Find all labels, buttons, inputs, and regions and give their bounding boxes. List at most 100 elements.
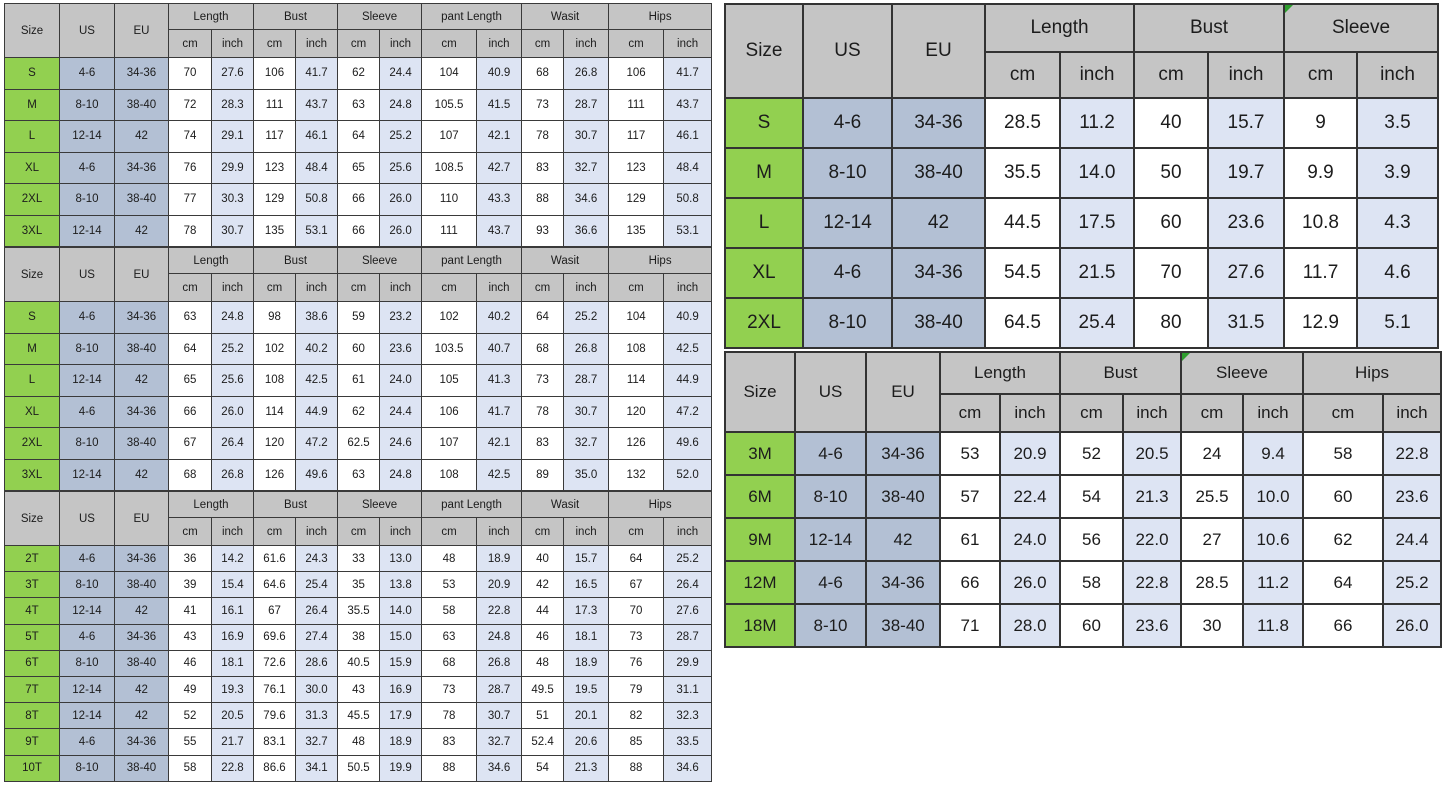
value-cell-inch: 20.5	[211, 702, 254, 730]
value-cell-cm: 70	[168, 57, 212, 90]
size-cell: M	[4, 332, 60, 365]
us-cell: 4-6	[59, 151, 115, 184]
value-cell-inch: 44.9	[663, 364, 713, 397]
unit-header-cm: cm	[337, 273, 381, 302]
value-cell-cm: 62	[337, 57, 381, 90]
value-cell-cm: 117	[253, 120, 296, 153]
size-cell: S	[4, 57, 60, 90]
value-cell-inch: 24.8	[476, 623, 523, 651]
value-cell-inch: 11.8	[1241, 603, 1305, 648]
value-cell-cm: 66	[337, 183, 381, 216]
col-group-header: Hips	[608, 247, 713, 274]
col-group-label: Sleeve	[1331, 17, 1391, 38]
value-cell-cm: 78	[168, 214, 212, 247]
value-cell-cm: 51	[521, 702, 565, 730]
eu-cell: 34-36	[114, 623, 169, 651]
value-cell-inch: 32.7	[476, 728, 523, 756]
col-group-label: Length	[1030, 17, 1089, 38]
value-cell-inch: 21.7	[211, 728, 254, 756]
value-cell-inch: 3.9	[1355, 147, 1440, 199]
value-cell-inch: 38.6	[294, 301, 339, 334]
value-cell-inch: 5.1	[1355, 297, 1440, 349]
value-cell-inch: 19.7	[1207, 147, 1285, 199]
value-cell-inch: 28.7	[563, 364, 610, 397]
value-cell-inch: 16.1	[211, 597, 254, 625]
col-group-label: Length	[193, 498, 229, 511]
value-cell-cm: 44.5	[984, 197, 1061, 249]
col-group-label: Sleeve	[361, 10, 398, 23]
eu-cell: 38-40	[114, 754, 169, 782]
value-cell-cm: 83	[421, 728, 478, 756]
eu-cell: 34-36	[114, 728, 169, 756]
col-header-size: Size	[4, 491, 60, 546]
value-cell-cm: 62	[337, 395, 381, 428]
value-cell-cm: 135	[608, 214, 665, 247]
col-header-us: US	[59, 3, 115, 58]
size-table-adult-2: Size US EU Length Bust Sleeve pant Length Wasit…	[4, 247, 713, 491]
value-cell-inch: 14.2	[211, 544, 254, 573]
col-group-label: Wasit	[550, 498, 580, 511]
value-cell-inch: 30.0	[294, 675, 339, 704]
eu-cell: 42	[114, 364, 169, 397]
value-cell-cm: 76	[168, 151, 212, 184]
right-chart-column: Size US EU Length Bust Sleeve cm inch cm inch cm in…	[724, 3, 1443, 648]
unit-header-inch: inch	[379, 273, 423, 302]
value-cell-cm: 129	[253, 183, 296, 216]
value-cell-cm: 104	[421, 57, 478, 90]
value-cell-inch: 43.7	[663, 88, 713, 121]
eu-cell: 38-40	[114, 183, 169, 216]
col-group-header: Bust	[252, 247, 339, 274]
size-row-9m: 9M 12-14 42 61 24.0 56 22.0 27 10.6 62 24.4	[724, 517, 1443, 562]
value-cell-cm: 64	[1302, 560, 1385, 605]
value-cell-cm: 72.6	[253, 649, 296, 677]
value-cell-inch: 30.7	[563, 120, 610, 153]
value-cell-inch: 53.1	[294, 214, 339, 247]
unit-header-inch: inch	[379, 517, 423, 546]
value-cell-cm: 35	[337, 571, 381, 599]
value-cell-inch: 32.3	[663, 702, 713, 730]
size-cell: 2T	[4, 544, 60, 573]
comment-marker-icon	[1183, 354, 1190, 361]
value-cell-cm: 68	[168, 458, 212, 491]
col-group-header: Wasit	[521, 3, 610, 30]
value-cell-cm: 61.6	[253, 544, 296, 573]
size-row-3xl: 3XL 12-14 42 78 30.7 135 53.1 66 26.0 111 43.7 93 36…	[4, 214, 713, 247]
value-cell-inch: 24.0	[379, 364, 423, 397]
value-cell-inch: 18.1	[211, 649, 254, 677]
value-cell-cm: 55	[168, 728, 212, 756]
us-cell: 4-6	[59, 57, 115, 90]
size-row-l: L 12-14 42 74 29.1 117 46.1 64 25.2 107 42.1 78 30.7…	[4, 120, 713, 153]
value-cell-cm: 40.5	[337, 649, 381, 677]
value-cell-inch: 34.6	[663, 754, 713, 782]
size-row-s: S 4-6 34-36 63 24.8 98 38.6 59 23.2 102 40.2 64 25.2…	[4, 301, 713, 334]
value-cell-inch: 46.1	[663, 120, 713, 153]
value-cell-inch: 20.9	[999, 431, 1061, 476]
value-cell-inch: 4.6	[1355, 247, 1440, 299]
eu-cell: 38-40	[865, 603, 941, 648]
value-cell-cm: 129	[608, 183, 665, 216]
value-cell-inch: 27.6	[1207, 247, 1285, 299]
size-row-5t: 5T 4-6 34-36 43 16.9 69.6 27.4 38 15.0 63 24.8 46 18…	[4, 623, 713, 651]
col-group-label: Bust	[1103, 363, 1138, 382]
value-cell-cm: 68	[521, 57, 565, 90]
value-cell-inch: 44.9	[294, 395, 339, 428]
value-cell-cm: 78	[421, 702, 478, 730]
value-cell-cm: 76.1	[253, 675, 296, 704]
value-cell-cm: 35.5	[984, 147, 1061, 199]
unit-header-inch: inch	[476, 29, 523, 58]
size-cell: XL	[4, 151, 60, 184]
value-cell-inch: 26.0	[1382, 603, 1443, 648]
value-cell-cm: 65	[337, 151, 381, 184]
eu-cell: 34-36	[865, 431, 941, 476]
unit-header-cm: cm	[253, 273, 296, 302]
value-cell-inch: 15.4	[211, 571, 254, 599]
col-header-eu: EU	[114, 247, 169, 302]
value-cell-inch: 43.7	[294, 88, 339, 121]
col-group-header: Bust	[252, 491, 339, 518]
value-cell-inch: 10.6	[1241, 517, 1305, 562]
col-group-header: Bust	[252, 3, 339, 30]
col-group-label: Hips	[648, 254, 672, 267]
value-cell-cm: 48	[521, 649, 565, 677]
col-group-label: pant Length	[441, 498, 502, 511]
value-cell-inch: 22.8	[211, 754, 254, 782]
